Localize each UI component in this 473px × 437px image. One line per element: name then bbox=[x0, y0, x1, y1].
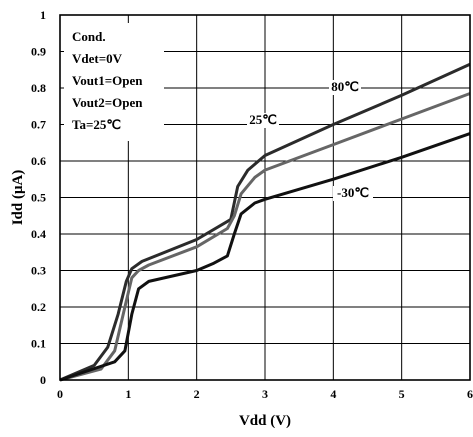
x-tick-label: 5 bbox=[399, 387, 405, 401]
y-tick-label: 0.5 bbox=[31, 191, 46, 205]
curve-label: 80℃ bbox=[331, 79, 359, 94]
y-tick-label: 0.1 bbox=[31, 337, 46, 351]
curve-label-bg bbox=[247, 113, 279, 128]
x-tick-label: 4 bbox=[330, 387, 336, 401]
y-tick-label: 0.2 bbox=[31, 300, 46, 314]
y-tick-label: 0.8 bbox=[31, 81, 46, 95]
series-line-1 bbox=[59, 92, 471, 382]
y-tick-label: 0.4 bbox=[31, 227, 46, 241]
y-tick-label: 0.6 bbox=[31, 154, 46, 168]
condition-line: Vout1=Open bbox=[72, 73, 143, 88]
condition-line: Cond. bbox=[72, 29, 106, 44]
curve-labels-layer: 80℃ 25℃ -30℃ bbox=[247, 79, 373, 201]
curve-label: -30℃ bbox=[337, 185, 369, 200]
x-tick-label: 6 bbox=[467, 387, 473, 401]
conditions-text: Cond. Vdet=0V Vout1=Open Vout2=Open Ta=25℃ bbox=[72, 29, 143, 132]
ticks-layer: 0 1 2 3 4 5 6 0 0.1 0.2 0.3 0.4 0.5 0.6 0.7 0.8 0.9 1 bbox=[31, 8, 473, 401]
y-tick-label: 0.9 bbox=[31, 45, 46, 59]
conditions-box bbox=[64, 23, 164, 141]
y-axis-title: Idd (μA) bbox=[10, 170, 26, 226]
condition-line: Vdet=0V bbox=[72, 51, 123, 66]
curve-label-bg bbox=[333, 186, 373, 201]
y-tick-label: 0 bbox=[40, 373, 46, 387]
series-line-2 bbox=[59, 132, 471, 382]
y-tick-label: 1 bbox=[40, 8, 46, 22]
x-tick-label: 0 bbox=[57, 387, 63, 401]
plot-frame bbox=[59, 14, 471, 381]
series-line-0 bbox=[59, 62, 471, 382]
curves-layer bbox=[59, 62, 471, 382]
x-tick-label: 1 bbox=[125, 387, 131, 401]
x-axis-title: Vdd (V) bbox=[239, 413, 291, 429]
condition-line: Ta=25℃ bbox=[72, 117, 121, 132]
curve-label: 25℃ bbox=[249, 112, 277, 127]
curve-label-bg bbox=[329, 80, 361, 95]
x-tick-label: 3 bbox=[262, 387, 268, 401]
x-tick-label: 2 bbox=[194, 387, 200, 401]
condition-line: Vout2=Open bbox=[72, 95, 143, 110]
y-tick-label: 0.7 bbox=[31, 118, 46, 132]
y-tick-label: 0.3 bbox=[31, 264, 46, 278]
